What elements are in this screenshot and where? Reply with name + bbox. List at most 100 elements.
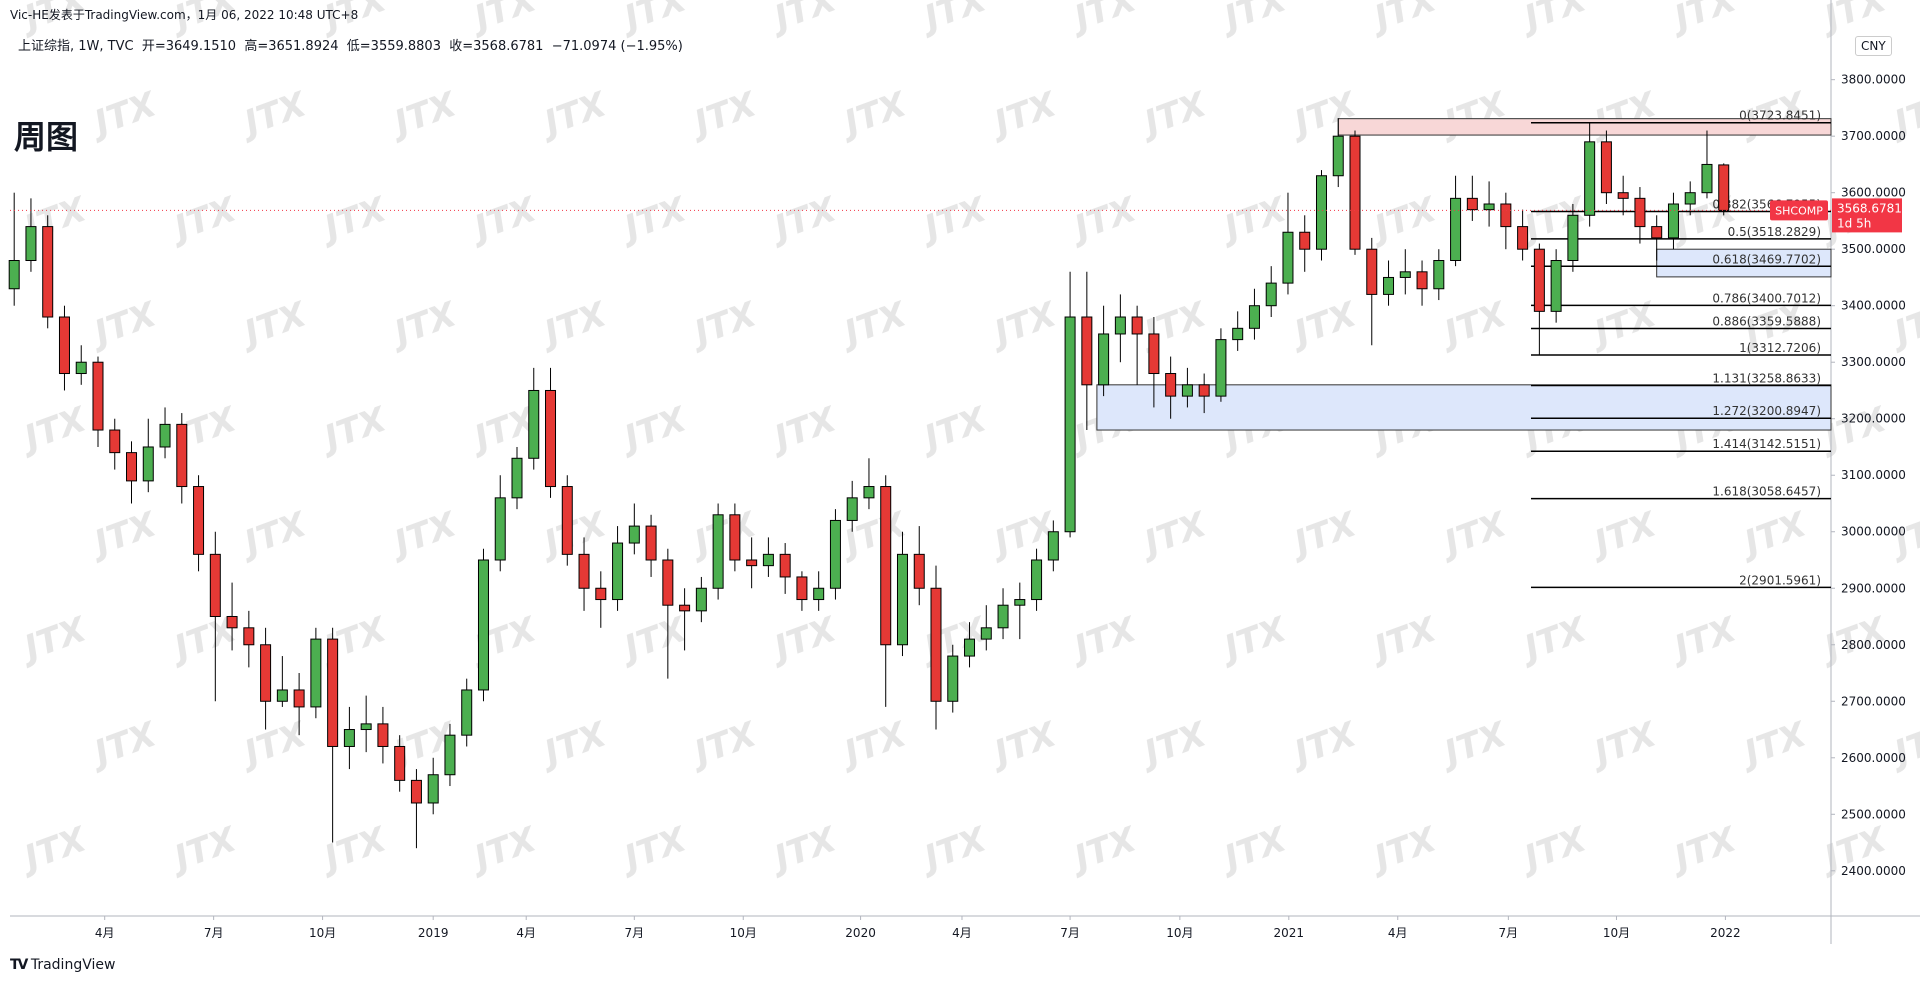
candle-body bbox=[410, 779, 422, 804]
watermark: JTX bbox=[1814, 0, 1893, 41]
candle-body bbox=[176, 423, 188, 488]
candle-body bbox=[343, 729, 355, 747]
candle-body bbox=[863, 486, 875, 499]
candle-body bbox=[930, 587, 942, 702]
watermark: JTX bbox=[764, 819, 843, 880]
candle-body bbox=[293, 689, 305, 708]
candle-body bbox=[1114, 316, 1126, 335]
watermark: JTX bbox=[1584, 84, 1663, 145]
candle-body bbox=[1617, 192, 1629, 199]
candle-body bbox=[1500, 203, 1512, 228]
candle-body bbox=[1248, 305, 1260, 329]
watermark: JTX bbox=[1364, 189, 1443, 250]
watermark: JTX bbox=[764, 0, 843, 41]
watermark: JTX bbox=[534, 84, 613, 145]
footer-text: TradingView bbox=[30, 957, 116, 973]
candle-body bbox=[1718, 164, 1730, 211]
watermark: JTX bbox=[234, 504, 313, 565]
watermark: JTX bbox=[1364, 819, 1443, 880]
candle-body bbox=[846, 497, 858, 521]
fib-label: 1(3312.7206) bbox=[1739, 341, 1821, 355]
watermark: JTX bbox=[684, 294, 763, 355]
watermark: JTX bbox=[1584, 294, 1663, 355]
watermark: JTX bbox=[464, 819, 543, 880]
currency[interactable]: CNY bbox=[1855, 36, 1892, 56]
candle-body bbox=[1047, 531, 1059, 561]
footer-logo[interactable]: 𝗧𝗩 TradingView bbox=[10, 957, 116, 973]
candle-body bbox=[1232, 327, 1244, 341]
candle-body bbox=[243, 627, 255, 646]
y-tick-label: 3600.0000 bbox=[1841, 186, 1906, 200]
candle-body bbox=[528, 389, 540, 459]
ohlc-open: 开=3649.1510 bbox=[141, 39, 237, 54]
watermark: JTX bbox=[1134, 294, 1213, 355]
fib-label: 1.272(3200.8947) bbox=[1712, 404, 1821, 418]
symbol-line: 上证综指, 1W, TVC 开=3649.1510 高=3651.8924 低=… bbox=[18, 35, 683, 54]
candle-body bbox=[829, 519, 841, 589]
candle-body bbox=[1651, 226, 1663, 239]
y-tick-label: 3100.0000 bbox=[1841, 468, 1906, 482]
watermark: JTX bbox=[1514, 0, 1593, 41]
candle-body bbox=[109, 429, 121, 454]
watermark: JTX bbox=[1664, 609, 1743, 670]
watermark: JTX bbox=[984, 294, 1063, 355]
candle-body bbox=[1450, 197, 1462, 262]
watermark: JTX bbox=[834, 84, 913, 145]
candle-body bbox=[1533, 248, 1545, 312]
watermark: JTX bbox=[1734, 504, 1813, 565]
watermark: JTX bbox=[384, 504, 463, 565]
y-tick-label: 2900.0000 bbox=[1841, 581, 1906, 595]
x-tick-label: 7月 bbox=[1060, 926, 1080, 940]
watermark: JTX bbox=[764, 189, 843, 250]
watermark: JTX bbox=[684, 714, 763, 775]
watermark: JTX bbox=[464, 189, 543, 250]
watermark: JTX bbox=[464, 609, 543, 670]
candle-body bbox=[276, 689, 288, 702]
candle-body bbox=[1014, 599, 1026, 606]
candle-body bbox=[595, 587, 607, 601]
ohlc-high: 高=3651.8924 bbox=[244, 39, 339, 54]
watermark: JTX bbox=[14, 399, 93, 460]
candle-body bbox=[1215, 339, 1227, 397]
candle-body bbox=[461, 689, 473, 736]
candle-body bbox=[1550, 260, 1562, 312]
candle-body bbox=[260, 644, 272, 702]
x-tick-label: 4月 bbox=[952, 926, 972, 940]
watermark: JTX bbox=[1434, 84, 1513, 145]
watermark: JTX bbox=[1584, 504, 1663, 565]
candle-body bbox=[896, 553, 908, 646]
candle-body bbox=[612, 542, 624, 601]
y-tick-label: 3200.0000 bbox=[1841, 412, 1906, 426]
candle-body bbox=[159, 423, 171, 448]
watermark: JTX bbox=[914, 189, 993, 250]
fib-label: 0.786(3400.7012) bbox=[1712, 291, 1821, 305]
watermark: JTX bbox=[1364, 0, 1443, 41]
candle-body bbox=[511, 457, 523, 499]
y-tick-label: 3400.0000 bbox=[1841, 299, 1906, 313]
x-tick-label: 2021 bbox=[1274, 926, 1305, 940]
candle-body bbox=[1198, 384, 1210, 397]
watermark: JTX bbox=[1664, 819, 1743, 880]
watermark: JTX bbox=[1134, 84, 1213, 145]
candle-body bbox=[25, 226, 37, 262]
watermark: JTX bbox=[1434, 294, 1513, 355]
watermark: JTX bbox=[534, 714, 613, 775]
y-tick-label: 2500.0000 bbox=[1841, 807, 1906, 821]
candle-body bbox=[1098, 333, 1110, 386]
watermark: JTX bbox=[1434, 714, 1513, 775]
watermark: JTX bbox=[314, 189, 393, 250]
watermark: JTX bbox=[614, 609, 693, 670]
candle-body bbox=[1148, 333, 1160, 375]
fib-label: 1.414(3142.5151) bbox=[1712, 437, 1821, 451]
candle-body bbox=[1517, 226, 1529, 250]
candle-body bbox=[1299, 231, 1311, 250]
watermark: JTX bbox=[1064, 819, 1143, 880]
x-tick-label: 4月 bbox=[95, 926, 115, 940]
candle-body bbox=[377, 723, 389, 747]
x-tick-label: 2019 bbox=[418, 926, 449, 940]
candle-body bbox=[126, 452, 138, 482]
candle-body bbox=[712, 514, 724, 589]
candle-body bbox=[1081, 316, 1093, 386]
candle-body bbox=[1265, 282, 1277, 307]
